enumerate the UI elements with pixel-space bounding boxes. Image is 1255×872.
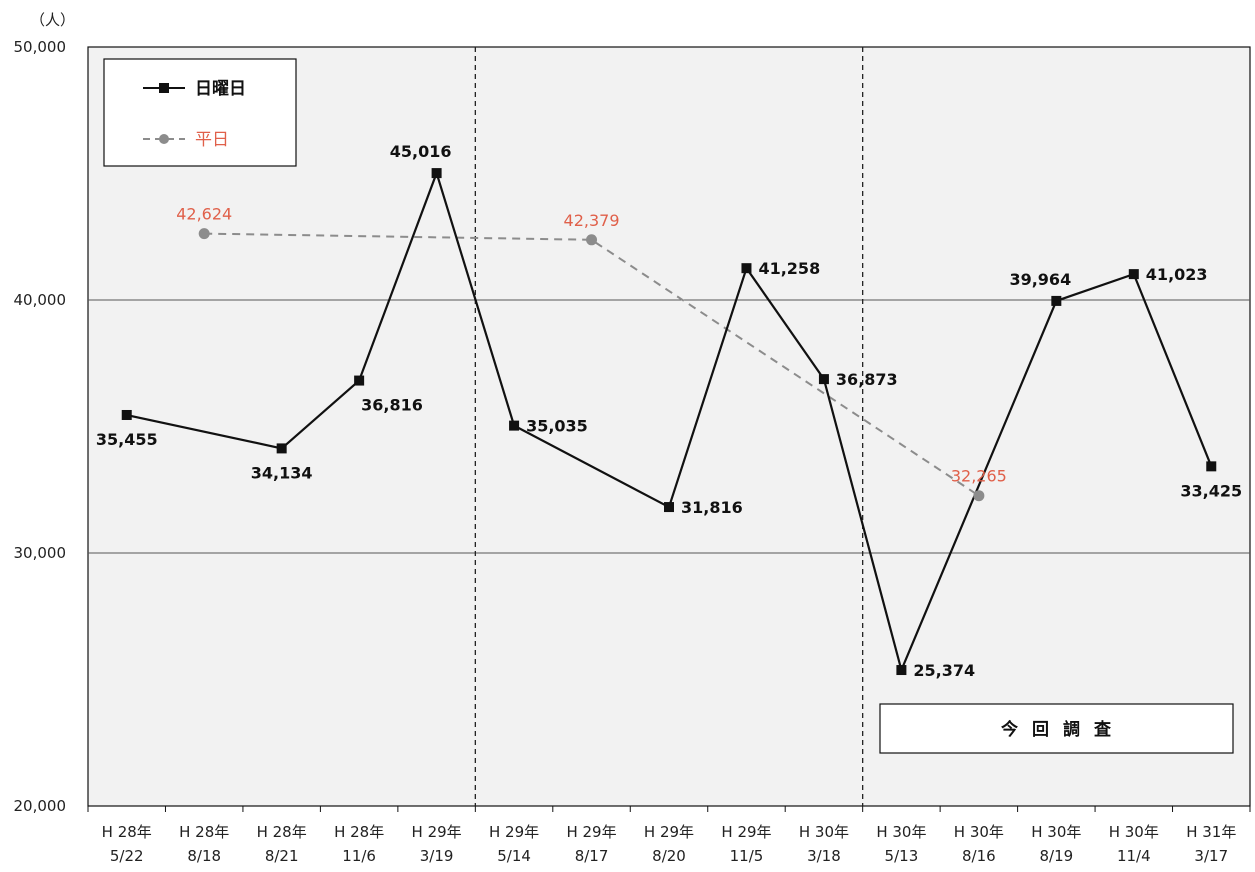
series-lines	[126, 169, 1213, 674]
x-tick-label-date: 8/21	[265, 847, 299, 865]
y-tick-label: 40,000	[14, 291, 67, 309]
x-axis-ticks: H 28年 5/22 H 28年 8/18 H 28年 8/21 H 28年 11/6 H 29…	[87, 806, 1251, 865]
x-tick-label-date: 3/18	[807, 847, 841, 865]
data-label-weekday: 32,265	[951, 467, 1007, 486]
marker-weekday	[198, 228, 210, 240]
data-label-sunday: 36,873	[836, 370, 898, 389]
x-tick-label-era: H 28年	[257, 823, 307, 841]
data-label-weekday: 42,379	[564, 211, 620, 230]
survey-annotation-box	[879, 703, 1234, 754]
y-tick-label: 50,000	[14, 38, 67, 56]
data-label-sunday: 45,016	[390, 142, 452, 161]
marker-sunday	[509, 420, 520, 431]
x-tick-label-era: H 29年	[489, 823, 539, 841]
data-label-sunday: 31,816	[681, 498, 743, 517]
x-tick-label-date: 3/17	[1194, 847, 1228, 865]
legend-sunday-marker	[159, 83, 169, 93]
x-tick-label-era: H 31年	[1186, 823, 1236, 841]
data-label-sunday: 34,134	[251, 463, 313, 482]
x-tick-label-era: H 30年	[799, 823, 849, 841]
x-tick-label-era: H 29年	[412, 823, 462, 841]
marker-sunday	[121, 409, 132, 420]
x-tick-label-era: H 29年	[721, 823, 771, 841]
legend-weekday-marker	[159, 134, 169, 144]
x-tick-label-era: H 30年	[954, 823, 1004, 841]
data-label-sunday: 39,964	[1009, 270, 1071, 289]
x-tick-label-date: 8/17	[575, 847, 609, 865]
marker-weekday	[973, 490, 985, 502]
survey-annotation-label: 今回調査	[1001, 719, 1125, 740]
legend-box	[103, 58, 297, 167]
series-line-weekday	[204, 232, 980, 497]
y-axis-ticks: 20,000 30,000 40,000 50,000	[14, 38, 67, 815]
marker-sunday	[1206, 461, 1217, 472]
x-tick-label-era: H 30年	[1031, 823, 1081, 841]
x-tick-label-date: 8/19	[1039, 847, 1073, 865]
legend: 日曜日 平日	[103, 58, 297, 167]
data-label-sunday: 41,023	[1146, 265, 1208, 284]
x-tick-label-date: 8/20	[652, 847, 686, 865]
x-tick-label-date: 3/19	[420, 847, 454, 865]
series-line-sunday	[126, 169, 1213, 674]
data-label-sunday: 35,035	[526, 417, 588, 436]
period-separators	[474, 47, 864, 806]
marker-sunday	[1051, 295, 1062, 306]
y-tick-label: 20,000	[14, 797, 67, 815]
marker-sunday	[741, 263, 752, 274]
x-tick-label-date: 8/16	[962, 847, 996, 865]
legend-sunday-label: 日曜日	[195, 79, 246, 99]
plot-area	[87, 46, 1251, 807]
marker-sunday	[818, 374, 829, 385]
y-tick-label: 30,000	[14, 544, 67, 562]
x-tick-label-era: H 30年	[876, 823, 926, 841]
data-label-sunday: 33,425	[1180, 481, 1242, 500]
x-tick-label-date: 5/13	[885, 847, 919, 865]
marker-sunday	[354, 375, 365, 386]
y-axis-unit: （人）	[30, 11, 75, 29]
x-tick-label-date: 11/5	[730, 847, 764, 865]
marker-sunday	[896, 665, 907, 676]
x-tick-label-date: 5/14	[497, 847, 531, 865]
series-markers	[121, 168, 1217, 676]
data-label-sunday: 25,374	[913, 661, 975, 680]
data-label-weekday: 42,624	[176, 205, 232, 224]
survey-annotation: 今回調査	[879, 703, 1234, 754]
x-tick-label-date: 11/6	[342, 847, 376, 865]
x-tick-label-era: H 29年	[644, 823, 694, 841]
legend-weekday-label: 平日	[195, 130, 229, 150]
data-labels: 42,624 42,379 32,265 35,455 34,134 36,816 45,0…	[96, 142, 1242, 680]
x-tick-label-era: H 28年	[179, 823, 229, 841]
x-tick-label-date: 5/22	[110, 847, 144, 865]
x-tick-label-era: H 30年	[1109, 823, 1159, 841]
marker-weekday	[586, 234, 598, 246]
x-tick-label-date: 11/4	[1117, 847, 1151, 865]
data-label-sunday: 36,816	[361, 396, 423, 415]
marker-sunday	[276, 443, 287, 454]
x-tick-label-era: H 29年	[566, 823, 616, 841]
data-label-sunday: 41,258	[758, 259, 820, 278]
marker-sunday	[1128, 269, 1139, 280]
marker-sunday	[431, 168, 442, 179]
marker-sunday	[664, 502, 674, 513]
data-label-sunday: 35,455	[96, 430, 158, 449]
x-tick-label-era: H 28年	[102, 823, 152, 841]
x-tick-label-era: H 28年	[334, 823, 384, 841]
x-tick-label-date: 8/18	[187, 847, 221, 865]
